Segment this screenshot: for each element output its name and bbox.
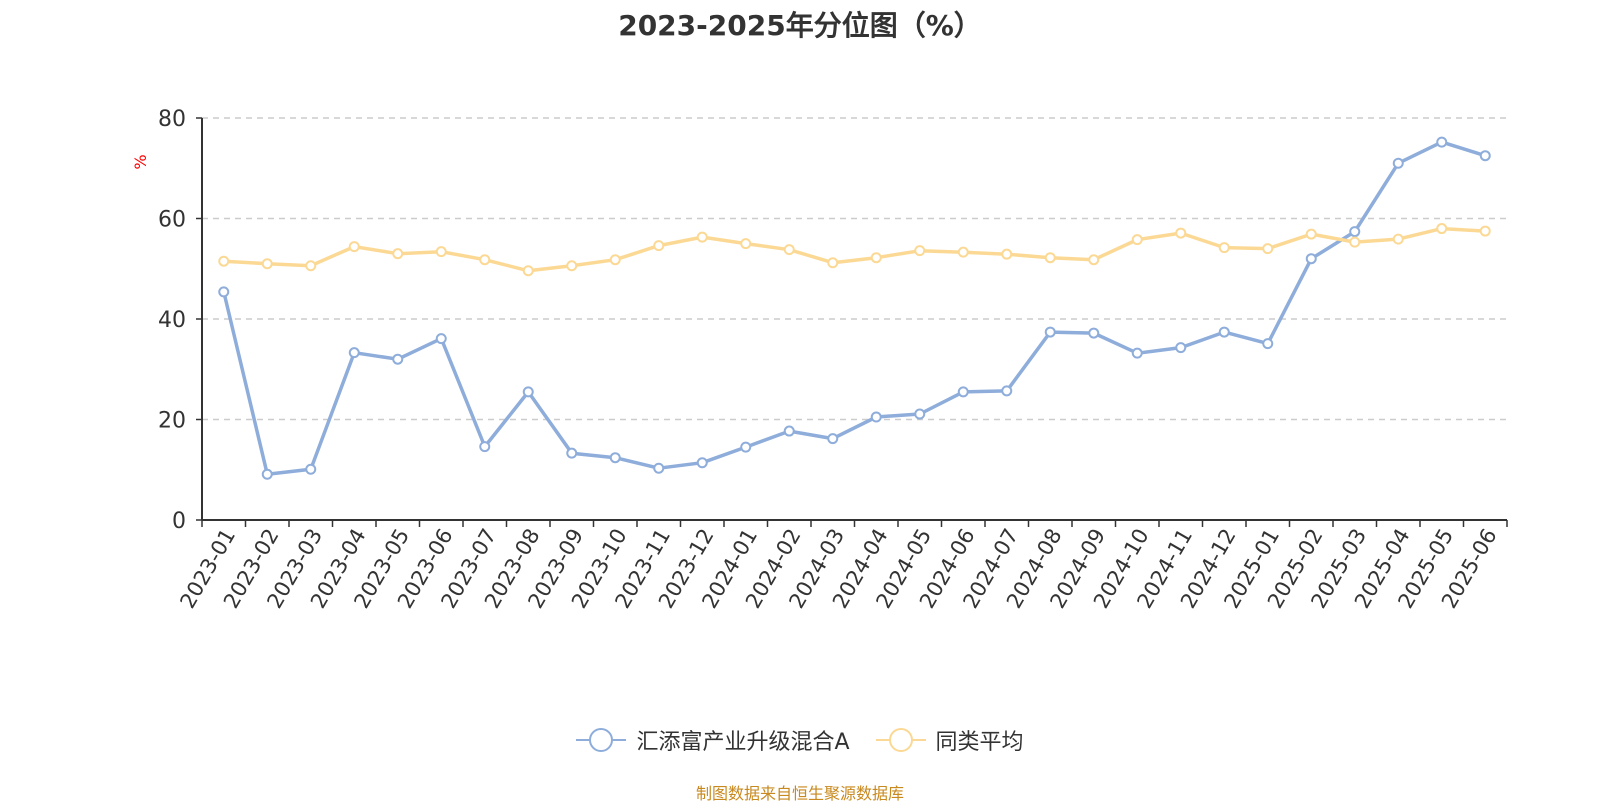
data-point-1 xyxy=(1044,252,1056,264)
data-point-0 xyxy=(1479,150,1491,162)
data-point-1 xyxy=(1218,242,1230,254)
data-point-0 xyxy=(392,353,404,365)
data-point-1 xyxy=(609,254,621,266)
data-point-1 xyxy=(1349,236,1361,248)
data-point-0 xyxy=(783,425,795,437)
data-point-0 xyxy=(653,462,665,474)
data-point-1 xyxy=(740,238,752,250)
data-point-0 xyxy=(1218,326,1230,338)
data-point-1 xyxy=(1001,248,1013,260)
data-point-1 xyxy=(261,258,273,270)
data-point-1 xyxy=(696,231,708,243)
data-point-0 xyxy=(1088,327,1100,339)
data-point-0 xyxy=(1131,347,1143,359)
data-point-0 xyxy=(1262,338,1274,350)
legend-label-fund: 汇添富产业升级混合A xyxy=(636,730,850,755)
data-point-1 xyxy=(1175,227,1187,239)
data-point-0 xyxy=(1349,226,1361,238)
legend-item-peer-average[interactable]: 同类平均 xyxy=(875,724,1024,756)
series-layer xyxy=(218,136,1491,480)
data-point-0 xyxy=(609,452,621,464)
legend-item-fund[interactable]: 汇添富产业升级混合A xyxy=(576,724,850,756)
data-point-1 xyxy=(348,241,360,253)
data-point-0 xyxy=(1305,253,1317,265)
data-point-0 xyxy=(261,468,273,480)
y-tick-label: 60 xyxy=(158,208,186,233)
data-point-0 xyxy=(827,433,839,445)
series-line-0 xyxy=(222,140,1486,477)
data-point-1 xyxy=(218,255,230,267)
data-point-0 xyxy=(522,386,534,398)
series-line-1 xyxy=(223,226,1486,273)
chart-title: 2023-2025年分位图（%） xyxy=(618,9,982,42)
data-point-1 xyxy=(783,244,795,256)
data-point-0 xyxy=(957,386,969,398)
source-note: 制图数据来自恒生聚源数据库 xyxy=(695,784,904,803)
data-point-0 xyxy=(435,333,447,345)
data-point-0 xyxy=(1044,326,1056,338)
data-point-1 xyxy=(1305,228,1317,240)
y-axis-label: % xyxy=(131,154,150,169)
data-point-1 xyxy=(1131,234,1143,246)
data-point-0 xyxy=(218,286,230,298)
data-point-0 xyxy=(305,463,317,475)
data-point-1 xyxy=(827,257,839,269)
data-point-1 xyxy=(914,245,926,257)
data-point-1 xyxy=(1436,223,1448,235)
data-point-1 xyxy=(479,254,491,266)
data-point-1 xyxy=(522,265,534,277)
data-point-0 xyxy=(870,411,882,423)
y-tick-label: 80 xyxy=(158,107,186,132)
y-axis-ticks: 0 20 40 60 80 xyxy=(158,107,202,534)
data-point-0 xyxy=(1175,342,1187,354)
y-tick-label: 40 xyxy=(158,308,186,333)
x-axis-ticks: 2023-012023-022023-032023-042023-052023-… xyxy=(175,520,1508,612)
data-point-1 xyxy=(392,248,404,260)
legend-swatch-fund-icon xyxy=(576,728,627,752)
data-point-1 xyxy=(957,246,969,258)
data-point-1 xyxy=(435,246,447,258)
data-point-1 xyxy=(305,260,317,272)
data-point-0 xyxy=(696,457,708,469)
data-point-1 xyxy=(566,260,578,272)
data-point-0 xyxy=(348,347,360,359)
y-tick-label: 20 xyxy=(158,409,186,434)
data-point-1 xyxy=(1479,225,1491,237)
data-point-0 xyxy=(1001,385,1013,397)
legend-label-peer-average: 同类平均 xyxy=(935,730,1024,755)
data-point-0 xyxy=(566,447,578,459)
data-point-1 xyxy=(1088,254,1100,266)
legend: 汇添富产业升级混合A 同类平均 xyxy=(0,724,1600,756)
data-point-1 xyxy=(1392,233,1404,245)
data-point-0 xyxy=(479,441,491,453)
data-point-0 xyxy=(1436,136,1448,148)
grid-lines xyxy=(202,117,1507,421)
data-point-1 xyxy=(1262,243,1274,255)
data-point-0 xyxy=(1392,157,1404,169)
data-point-0 xyxy=(914,408,926,420)
data-point-1 xyxy=(870,252,882,264)
legend-swatch-peer-average-icon xyxy=(875,728,926,752)
data-point-0 xyxy=(740,441,752,453)
data-point-1 xyxy=(653,240,665,252)
y-tick-label: 0 xyxy=(172,509,186,534)
